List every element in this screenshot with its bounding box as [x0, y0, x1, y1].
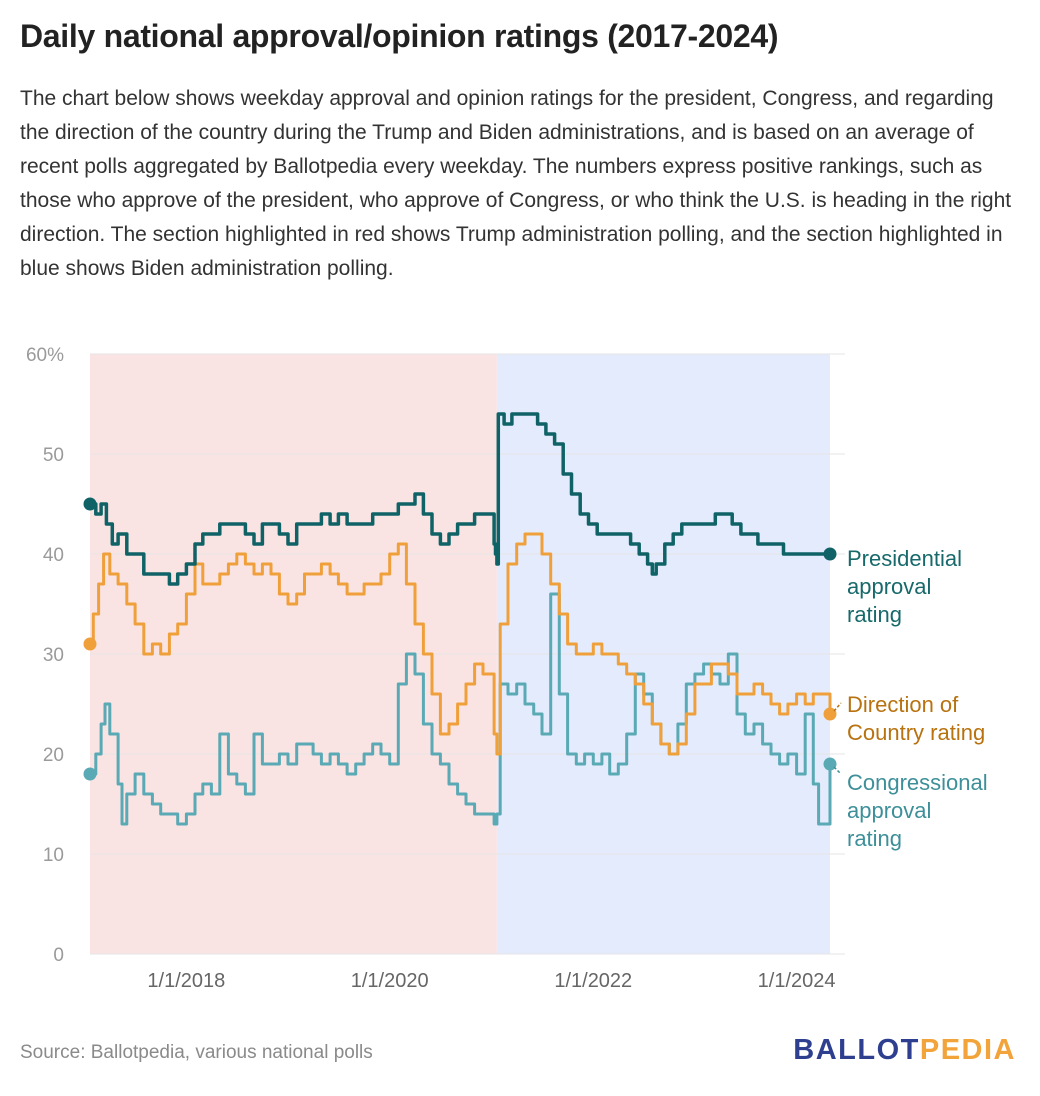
series-label-congressional: Congressional: [847, 770, 988, 795]
y-tick-label: 10: [43, 845, 64, 866]
series-start-point-direction: [83, 637, 97, 651]
series-start-point-presidential: [83, 497, 97, 511]
y-tick-label: 50: [43, 445, 64, 466]
series-end-point-congressional: [823, 757, 837, 771]
series-label-presidential: Presidential: [847, 546, 962, 571]
line-chart: 0 10 20 30 40 50 60% 1/1/2018 1/1/2020 1/1/2022 1/…: [26, 345, 988, 992]
label-leader-congressional: [833, 766, 842, 775]
series-label-presidential: rating: [847, 602, 902, 627]
x-tick-label: 1/1/2022: [554, 970, 632, 992]
series-label-congressional: approval: [847, 798, 931, 823]
ballotpedia-logo: BALLOTPEDIA: [793, 1034, 1016, 1067]
series-label-direction: Direction of: [847, 692, 959, 717]
x-tick-label: 1/1/2024: [758, 970, 836, 992]
logo-part-pedia: PEDIA: [919, 1034, 1016, 1066]
x-tick-label: 1/1/2020: [351, 970, 429, 992]
chart-description: The chart below shows weekday approval a…: [20, 87, 1012, 280]
y-tick-label: 0: [53, 945, 64, 966]
y-tick-label: 30: [43, 645, 64, 666]
series-line-presidential: [90, 412, 830, 586]
source-note: Source: Ballotpedia, various national po…: [20, 1042, 373, 1063]
series-end-point-direction: [823, 707, 837, 721]
y-tick-label: 60%: [26, 345, 64, 366]
series-label-direction: Country rating: [847, 720, 985, 745]
x-tick-label: 1/1/2018: [147, 970, 225, 992]
series-line-congressional: [90, 592, 832, 826]
series-label-presidential: approval: [847, 574, 931, 599]
series-label-congressional: rating: [847, 826, 902, 851]
chart-title: Daily national approval/opinion ratings …: [20, 18, 779, 54]
y-tick-label: 20: [43, 745, 64, 766]
logo-part-ballot: BALLOT: [793, 1034, 920, 1066]
series-end-point-presidential: [823, 547, 837, 561]
label-leader-direction: [833, 702, 842, 712]
y-tick-label: 40: [43, 545, 64, 566]
series-start-point-congressional: [83, 767, 97, 781]
